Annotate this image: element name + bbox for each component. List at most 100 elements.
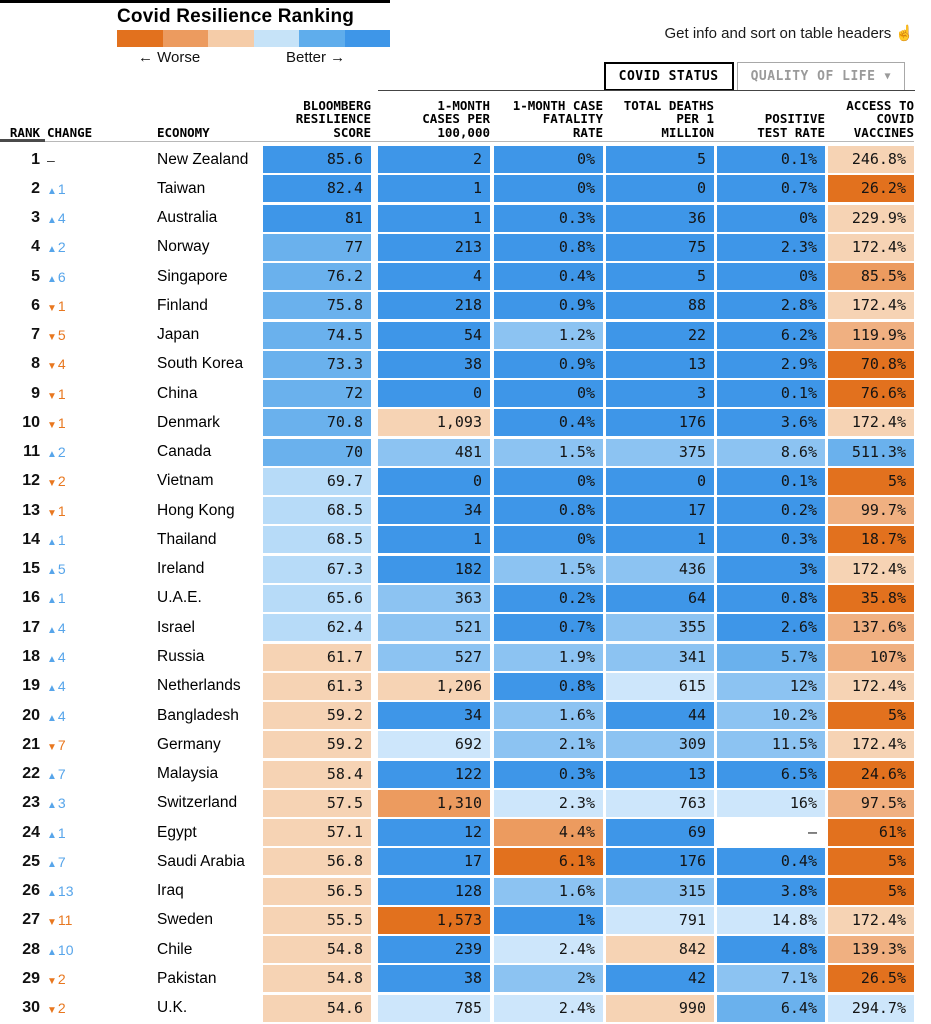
deaths-cell: 375 bbox=[606, 438, 714, 466]
table-tabs: COVID STATUS QUALITY OF LIFE ▼ bbox=[603, 62, 905, 91]
up-arrow-icon: ▲ bbox=[47, 185, 57, 197]
positive-rate-cell: 6.4% bbox=[717, 994, 825, 1022]
table-row: 30 ▼2 U.K. 54.6 785 2.4% 990 6.4% 294.7% bbox=[0, 994, 914, 1022]
fatality-cell: 0% bbox=[494, 146, 603, 173]
cases-cell: 1,573 bbox=[378, 906, 490, 934]
col-header-economy[interactable]: ECONOMY bbox=[157, 124, 210, 140]
rank: 21 bbox=[22, 735, 40, 753]
cases-cell: 12 bbox=[378, 819, 490, 847]
up-arrow-icon: ▲ bbox=[47, 683, 57, 695]
up-arrow-icon: ▲ bbox=[47, 946, 57, 958]
economy-name: Bangladesh bbox=[157, 706, 239, 724]
economy-name: Russia bbox=[157, 648, 205, 666]
legend-band bbox=[208, 30, 254, 47]
vaccine-access-cell: 26.5% bbox=[828, 965, 914, 993]
fatality-cell: 2.4% bbox=[494, 936, 603, 964]
positive-rate-cell: 0.7% bbox=[717, 175, 825, 203]
rank-change: ▼11 bbox=[47, 912, 73, 929]
col-header-deaths[interactable]: TOTAL DEATHS PER 1 MILLION bbox=[623, 97, 714, 140]
fatality-cell: 0.9% bbox=[494, 350, 603, 378]
deaths-cell: 44 bbox=[606, 702, 714, 730]
col-header-rank[interactable]: RANK bbox=[9, 124, 40, 140]
rank: 1 bbox=[31, 150, 40, 168]
vaccine-access-cell: 5% bbox=[828, 848, 914, 876]
economy-name: Norway bbox=[157, 238, 210, 256]
col-header-change[interactable]: CHANGE bbox=[47, 124, 93, 140]
up-arrow-icon: ▲ bbox=[47, 536, 57, 548]
positive-rate-cell: 3% bbox=[717, 555, 825, 583]
col-header-access[interactable]: ACCESS TO COVID VACCINES bbox=[846, 97, 914, 140]
economy-name: Switzerland bbox=[157, 794, 238, 812]
positive-rate-cell: 0% bbox=[717, 263, 825, 291]
score-cell: 70.8 bbox=[263, 409, 371, 437]
cases-cell: 34 bbox=[378, 702, 490, 730]
deaths-cell: 0 bbox=[606, 467, 714, 495]
col-header-fatality[interactable]: 1-MONTH CASE FATALITY RATE bbox=[512, 97, 603, 140]
positive-rate-cell: 2.9% bbox=[717, 350, 825, 378]
economy-name: Hong Kong bbox=[157, 501, 235, 519]
col-header-cases[interactable]: 1-MONTH CASES PER 100,000 bbox=[422, 97, 490, 140]
cases-cell: 34 bbox=[378, 497, 490, 525]
rank-change: ▲1 bbox=[47, 590, 66, 607]
deaths-cell: 176 bbox=[606, 409, 714, 437]
table-row: 27 ▼11 Sweden 55.5 1,573 1% 791 14.8% 172.4% bbox=[0, 906, 914, 934]
fatality-cell: 2% bbox=[494, 965, 603, 993]
rank: 26 bbox=[22, 882, 40, 900]
fatality-cell: 0.7% bbox=[494, 614, 603, 642]
score-cell: 55.5 bbox=[263, 906, 371, 934]
rank-change: ▲13 bbox=[47, 883, 74, 900]
fatality-cell: 6.1% bbox=[494, 848, 603, 876]
tab-quality-of-life[interactable]: QUALITY OF LIFE ▼ bbox=[736, 62, 905, 91]
deaths-cell: 88 bbox=[606, 292, 714, 320]
col-header-positive[interactable]: POSITIVE TEST RATE bbox=[757, 111, 825, 140]
table-row: 24 ▲1 Egypt 57.1 12 4.4% 69–61% bbox=[0, 819, 914, 847]
economy-name: Finland bbox=[157, 296, 208, 314]
table-row: 9 ▼1 China 72 0 0% 3 0.1% 76.6% bbox=[0, 380, 914, 408]
score-cell: 62.4 bbox=[263, 614, 371, 642]
score-cell: 85.6 bbox=[263, 146, 371, 173]
economy-name: Ireland bbox=[157, 560, 205, 578]
economy-name: Chile bbox=[157, 940, 193, 958]
economy-name: South Korea bbox=[157, 355, 244, 373]
fatality-cell: 0% bbox=[494, 526, 603, 554]
rank: 25 bbox=[22, 852, 40, 870]
vaccine-access-cell: 137.6% bbox=[828, 614, 914, 642]
economy-name: Vietnam bbox=[157, 472, 214, 490]
vaccine-access-cell: 85.5% bbox=[828, 263, 914, 291]
column-header-row: RANK CHANGE ECONOMY BLOOMBERG RESILIENCE… bbox=[0, 97, 914, 139]
fatality-cell: 2.3% bbox=[494, 789, 603, 817]
cases-cell: 2 bbox=[378, 146, 490, 173]
score-cell: 54.8 bbox=[263, 965, 371, 993]
rank: 14 bbox=[22, 530, 40, 548]
table-row: 22 ▲7 Malaysia 58.4 122 0.3% 13 6.5% 24.6% bbox=[0, 760, 914, 788]
rank: 7 bbox=[31, 326, 40, 344]
score-cell: 77 bbox=[263, 233, 371, 261]
cases-cell: 38 bbox=[378, 965, 490, 993]
score-cell: 67.3 bbox=[263, 555, 371, 583]
fatality-cell: 2.1% bbox=[494, 731, 603, 759]
economy-name: Egypt bbox=[157, 823, 197, 841]
score-cell: 54.8 bbox=[263, 936, 371, 964]
vaccine-access-cell: 24.6% bbox=[828, 760, 914, 788]
fatality-cell: 0.8% bbox=[494, 233, 603, 261]
down-arrow-icon: ▼ bbox=[47, 390, 57, 402]
rank-change: ▲1 bbox=[47, 531, 66, 548]
down-arrow-icon: ▼ bbox=[47, 1005, 57, 1017]
tab-covid-status[interactable]: COVID STATUS bbox=[603, 62, 734, 91]
fatality-cell: 1.5% bbox=[494, 438, 603, 466]
score-cell: 81 bbox=[263, 204, 371, 232]
col-header-score[interactable]: BLOOMBERG RESILIENCE SCORE bbox=[295, 97, 371, 140]
cases-cell: 17 bbox=[378, 848, 490, 876]
rank-change: ▲7 bbox=[47, 766, 66, 783]
rank: 24 bbox=[22, 823, 40, 841]
economy-name: Iraq bbox=[157, 882, 184, 900]
rank: 23 bbox=[22, 794, 40, 812]
table-row: 21 ▼7 Germany 59.2 692 2.1% 309 11.5% 172.4% bbox=[0, 731, 914, 759]
table-row: 23 ▲3 Switzerland 57.5 1,310 2.3% 763 16% 97.5% bbox=[0, 789, 914, 817]
positive-rate-cell: 7.1% bbox=[717, 965, 825, 993]
down-arrow-icon: ▼ bbox=[47, 478, 57, 490]
score-cell: 76.2 bbox=[263, 263, 371, 291]
down-arrow-icon: ▼ bbox=[47, 917, 57, 929]
rank: 19 bbox=[22, 677, 40, 695]
